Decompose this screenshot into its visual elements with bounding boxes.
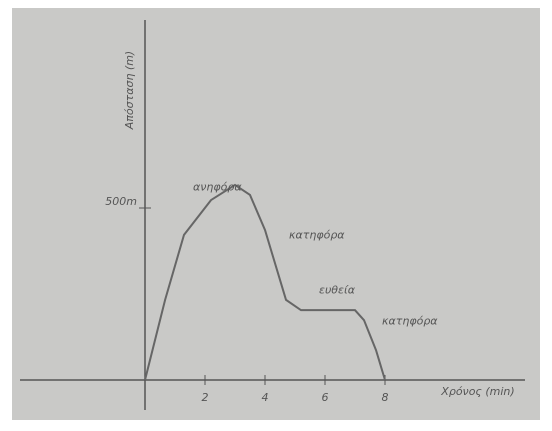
- y-axis-label: Απόσταση (m): [123, 51, 136, 130]
- annotation: ευθεία: [319, 284, 356, 297]
- x-axis-label: Χρόνος (min): [440, 385, 514, 398]
- paper-photo: [12, 8, 540, 420]
- chart: Απόσταση (m) Χρόνος (min) 2 4 6 8 500m ανηφόρ…: [0, 0, 552, 431]
- y-tick-label: 500m: [105, 195, 137, 208]
- annotation: κατηφόρα: [289, 229, 345, 242]
- x-tick-label: 4: [262, 391, 269, 404]
- annotation: κατηφόρα: [382, 315, 438, 328]
- x-tick-label: 8: [382, 391, 389, 404]
- annotation: ανηφόρα: [193, 180, 242, 193]
- x-tick-label: 6: [322, 391, 329, 404]
- x-tick-label: 2: [202, 391, 209, 404]
